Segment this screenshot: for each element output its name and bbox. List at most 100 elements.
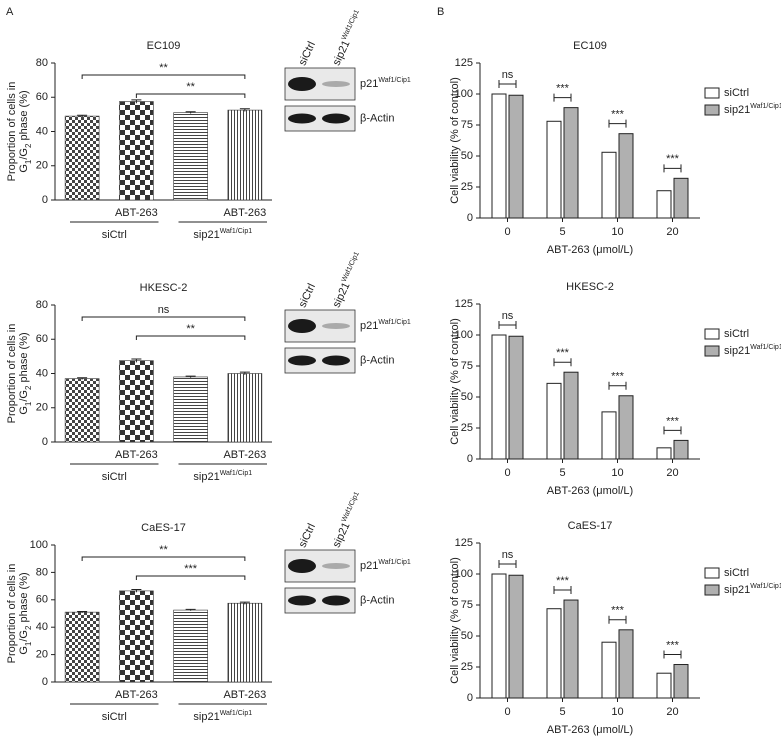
legend-label-sup: Waf1/Cip1 <box>750 103 781 110</box>
legend-label: sip21Waf1/Cip1 <box>724 103 781 116</box>
x-tick-label: 10 <box>611 706 623 718</box>
y-tick-label: 100 <box>30 539 48 551</box>
blot-band <box>322 563 350 569</box>
blot-lane-label-text: siCtrl <box>296 522 317 550</box>
blot-lane-label-text: sip21 <box>330 521 352 550</box>
x-tick-label: 0 <box>504 226 510 238</box>
significance-label: ** <box>186 323 195 335</box>
group-label-sup: Waf1/Cip1 <box>220 470 253 477</box>
x-tick-label: 20 <box>666 467 678 479</box>
blot-row-label-sup: Waf1/Cip1 <box>378 77 411 84</box>
significance-label: *** <box>611 605 625 617</box>
y-axis-label-part: G <box>18 406 30 415</box>
blot-row-label-text: β-Actin <box>360 594 394 606</box>
y-tick-label: 125 <box>455 298 473 310</box>
significance-bracket <box>135 575 246 580</box>
y-tick-label: 100 <box>455 329 473 341</box>
blot-row-label-text: β-Actin <box>360 112 394 124</box>
y-axis-label: Proportion of cells in <box>6 324 18 424</box>
error-bar <box>239 371 250 375</box>
y-axis-label-part: Proportion of cells in <box>6 324 18 424</box>
y-tick-label: 100 <box>455 88 473 100</box>
y-axis-label-part: Proportion of cells in <box>6 82 18 182</box>
blot-lane-label: siCtrl <box>296 282 317 310</box>
y-tick-label: 0 <box>42 436 48 448</box>
legend-label-text: siCtrl <box>724 567 749 579</box>
blot-band <box>288 113 316 124</box>
error-bar <box>185 111 196 114</box>
blot-band <box>288 319 316 333</box>
significance-label: ns <box>502 310 514 322</box>
group-label: siCtrl <box>102 229 127 241</box>
x-tick-label: ABT-263 <box>115 449 158 461</box>
y-axis-label-part: G <box>18 646 30 655</box>
significance-label: ns <box>502 69 514 81</box>
bar <box>673 439 689 460</box>
legend-label-text: sip21 <box>724 104 750 116</box>
significance-label: *** <box>611 109 625 121</box>
bar <box>601 411 617 460</box>
bar <box>508 94 524 219</box>
y-tick-label: 60 <box>36 333 48 345</box>
bar <box>119 101 154 201</box>
blot-band <box>322 355 350 366</box>
y-tick-label: 20 <box>36 649 48 661</box>
blot-row-label-text: p21 <box>360 78 378 90</box>
y-axis-label-part: 1 <box>24 401 33 406</box>
y-axis-label-part: /G <box>18 148 30 160</box>
error-bar <box>185 608 196 611</box>
blot-lane-label-sup: Waf1/Cip1 <box>341 251 361 283</box>
bar <box>173 112 208 201</box>
x-tick-label: 10 <box>611 467 623 479</box>
bar <box>673 177 689 219</box>
blot-row-label: p21Waf1/Cip1 <box>360 559 411 572</box>
significance-label: *** <box>666 153 680 165</box>
bar <box>119 360 154 443</box>
blot-row-label: p21Waf1/Cip1 <box>360 319 411 332</box>
blot-row-label-text: β-Actin <box>360 354 394 366</box>
blot-lane-label-text: siCtrl <box>296 40 317 68</box>
blot-row-label-text: p21 <box>360 320 378 332</box>
error-bar <box>239 601 250 605</box>
y-tick-label: 20 <box>36 402 48 414</box>
legend-label-text: siCtrl <box>724 87 749 99</box>
legend-label: siCtrl <box>724 567 749 579</box>
blot-lane-label: sip21Waf1/Cip1 <box>330 9 366 68</box>
y-tick-label: 80 <box>36 299 48 311</box>
significance-label: ns <box>158 304 170 316</box>
blot-band <box>288 595 316 606</box>
legend-label: siCtrl <box>724 328 749 340</box>
significance-label: *** <box>184 563 198 575</box>
bar <box>173 376 208 443</box>
bar <box>491 573 507 699</box>
y-tick-label: 25 <box>461 422 473 434</box>
panel-label: B <box>437 6 444 18</box>
y-axis-label-part: phase (%) <box>18 572 30 625</box>
group-label: sip21Waf1/Cip1 <box>193 228 252 241</box>
group-label-text: sip21 <box>193 471 219 483</box>
significance-bracket <box>553 586 572 595</box>
legend-label-text: siCtrl <box>724 328 749 340</box>
y-axis-label: Cell viability (% of control) <box>449 557 461 684</box>
chart-title: HKESC-2 <box>566 281 614 293</box>
bar <box>227 109 263 201</box>
y-tick-label: 60 <box>36 594 48 606</box>
significance-label: ** <box>159 544 168 556</box>
y-axis-label-part: Proportion of cells in <box>6 564 18 664</box>
y-axis-label-part: phase (%) <box>18 90 30 143</box>
blot-row-label: β-Actin <box>360 112 394 124</box>
x-tick-label: 0 <box>504 467 510 479</box>
y-axis-label: Cell viability (% of control) <box>449 318 461 445</box>
chart-title: HKESC-2 <box>140 282 188 294</box>
y-axis-label-part: /G <box>18 630 30 642</box>
bar <box>618 629 634 699</box>
error-bar <box>131 589 142 593</box>
legend-swatch <box>704 567 720 579</box>
y-tick-label: 40 <box>36 125 48 137</box>
y-tick-label: 40 <box>36 621 48 633</box>
y-tick-label: 60 <box>36 91 48 103</box>
y-tick-label: 80 <box>36 566 48 578</box>
x-tick-label: 20 <box>666 706 678 718</box>
group-label: sip21Waf1/Cip1 <box>193 710 252 723</box>
significance-label: *** <box>611 371 625 383</box>
